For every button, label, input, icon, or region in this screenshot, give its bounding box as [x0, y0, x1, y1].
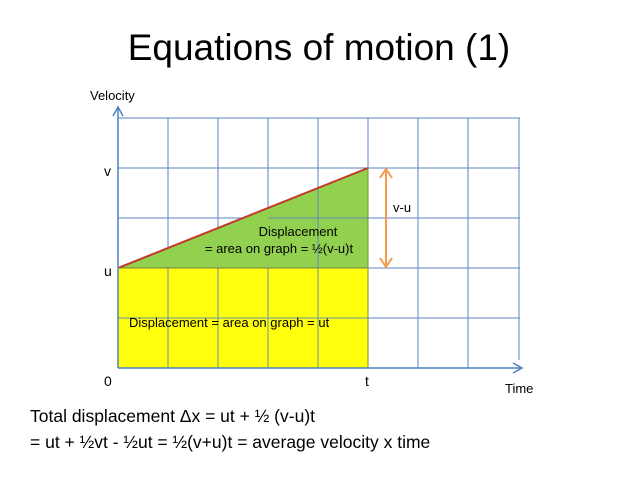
triangle-label-line1: Displacement	[259, 224, 338, 239]
axes	[112, 105, 524, 374]
label-t: t	[365, 373, 369, 389]
v-minus-u-arrow	[379, 167, 393, 269]
label-origin: 0	[104, 373, 112, 389]
rectangle-label: Displacement = area on graph = ut	[129, 315, 330, 330]
triangle-label-line2: = area on graph = ½(v-u)t	[205, 241, 354, 256]
velocity-line	[117, 167, 369, 269]
x-axis-label: Time	[505, 381, 533, 396]
y-axis-label: Velocity	[90, 88, 135, 103]
equation-line-2: = ut + ½vt - ½ut = ½(v+u)t = average vel…	[30, 432, 431, 452]
label-u: u	[104, 263, 112, 279]
equation-line-1: Total displacement Δx = ut + ½ (v-u)t	[30, 406, 316, 426]
slide-title: Equations of motion (1)	[127, 27, 511, 68]
label-v-minus-u: v-u	[393, 200, 411, 215]
label-v: v	[104, 163, 111, 179]
